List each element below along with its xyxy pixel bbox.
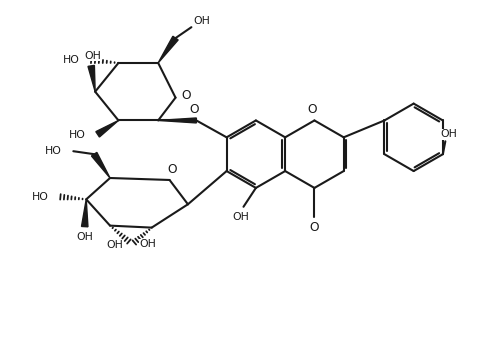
Polygon shape (158, 118, 197, 123)
Text: HO: HO (45, 146, 62, 156)
Polygon shape (91, 152, 110, 178)
Text: HO: HO (63, 56, 80, 66)
Polygon shape (96, 120, 119, 137)
Text: O: O (167, 163, 177, 176)
Text: OH: OH (440, 129, 457, 139)
Text: OH: OH (106, 240, 123, 251)
Text: OH: OH (84, 51, 101, 61)
Text: OH: OH (140, 240, 157, 250)
Text: O: O (189, 103, 199, 116)
Polygon shape (88, 66, 95, 92)
Text: OH: OH (233, 212, 249, 222)
Text: HO: HO (69, 130, 86, 140)
Polygon shape (158, 36, 178, 63)
Text: HO: HO (32, 192, 49, 202)
Text: O: O (310, 221, 319, 234)
Text: OH: OH (76, 231, 93, 241)
Text: OH: OH (193, 16, 210, 26)
Polygon shape (81, 199, 88, 227)
Text: O: O (182, 89, 191, 102)
Text: O: O (307, 103, 317, 116)
